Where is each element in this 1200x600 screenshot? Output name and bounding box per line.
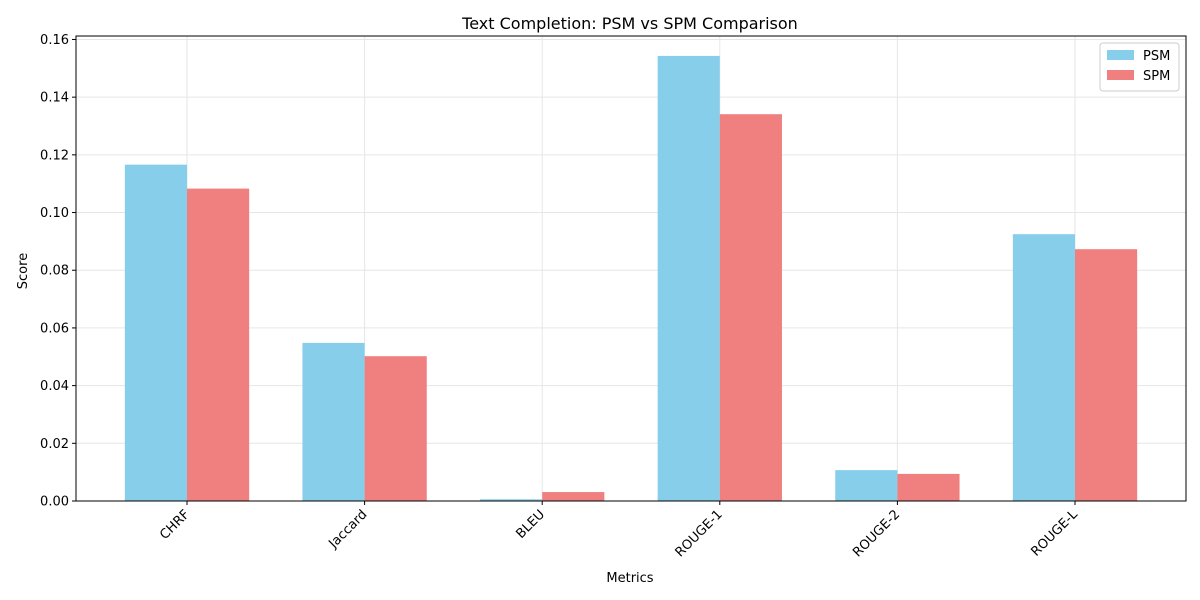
y-axis: 0.00 0.02 0.04 0.06 0.08 0.10 0.12 0.14 0.16	[40, 33, 76, 510]
y-tick-label: 0.12	[40, 148, 69, 163]
bar-psm-jaccard	[302, 342, 365, 501]
bar-spm-rouge-l	[1075, 249, 1138, 501]
bar-spm-bleu	[542, 492, 605, 501]
y-tick-label: 0.04	[40, 379, 69, 394]
bar-psm-rouge-1	[657, 55, 720, 502]
y-axis-label: Score	[16, 253, 31, 289]
y-tick-label: 0.06	[40, 321, 69, 336]
y-tick-label: 0.14	[40, 91, 69, 106]
legend-swatch-psm	[1107, 50, 1134, 60]
bar-psm-rouge-l	[1012, 234, 1075, 501]
chart-title: Text Completion: PSM vs SPM Comparison	[461, 14, 798, 33]
bar-psm-bleu	[480, 499, 543, 501]
y-tick-label: 0.00	[40, 495, 69, 510]
bar-spm-rouge-1	[719, 114, 782, 501]
bar-spm-jaccard	[364, 356, 427, 501]
y-tick-label: 0.16	[40, 33, 69, 48]
bar-psm-rouge-2	[835, 470, 898, 501]
bar-spm-rouge-2	[897, 473, 960, 501]
y-tick-label: 0.10	[40, 206, 69, 221]
legend-swatch-spm	[1107, 70, 1134, 80]
bar-spm-chrf	[187, 188, 250, 501]
y-tick-label: 0.08	[40, 264, 69, 279]
legend-label-spm: SPM	[1143, 69, 1170, 84]
bars	[124, 55, 1138, 502]
x-axis-label: Metrics	[606, 571, 653, 586]
legend-label-psm: PSM	[1143, 49, 1170, 64]
y-tick-label: 0.02	[40, 437, 69, 452]
bar-psm-chrf	[124, 164, 187, 501]
legend: PSM SPM	[1099, 42, 1180, 92]
plot-frame	[75, 35, 1187, 502]
